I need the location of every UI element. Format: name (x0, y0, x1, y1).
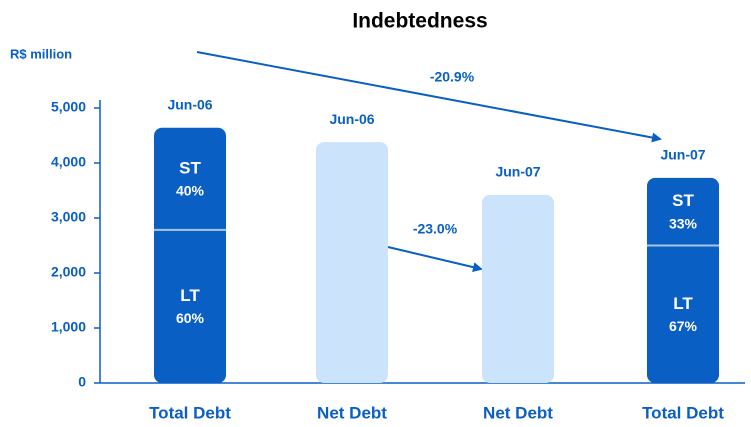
bar (316, 142, 388, 383)
annotation: -23.0% (413, 221, 458, 237)
period-label: Jun-07 (495, 164, 540, 180)
segment-label: 33% (669, 215, 698, 231)
x-tick-label: Total Debt (149, 403, 231, 422)
y-tick-label: 3,000 (51, 209, 86, 225)
segment-name: ST (672, 191, 694, 210)
bar (647, 177, 719, 383)
bar (482, 194, 554, 383)
y-tick-label: 4,000 (51, 154, 86, 170)
chart-title: Indebtedness (352, 10, 487, 33)
y-axis-label: R$ million (10, 46, 72, 61)
y-tick-label: 2,000 (51, 264, 86, 280)
annotation: -20.9% (430, 69, 475, 85)
y-tick-label: 1,000 (51, 319, 86, 335)
trend-arrow (196, 51, 662, 143)
bar (154, 127, 226, 383)
period-label: Jun-07 (660, 147, 705, 163)
x-tick-label: Net Debt (317, 403, 387, 422)
segment-name: ST (179, 158, 201, 177)
period-label: Jun-06 (329, 111, 374, 127)
segment-name: LT (673, 294, 693, 313)
segment-name: LT (180, 286, 200, 305)
segment-label: 40% (176, 183, 205, 199)
y-tick-label: 0 (78, 374, 86, 390)
y-tick-label: 5,000 (51, 99, 86, 115)
x-tick-label: Total Debt (642, 403, 724, 422)
x-tick-label: Net Debt (483, 403, 553, 422)
trend-arrow (387, 246, 483, 273)
segment-label: 60% (176, 310, 205, 326)
period-label: Jun-06 (167, 97, 212, 113)
segment-label: 67% (669, 318, 698, 334)
